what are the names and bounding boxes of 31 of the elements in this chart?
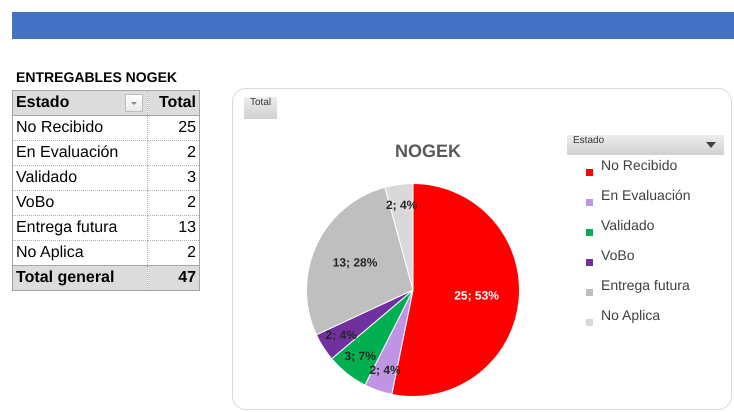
data-label: 13 (148, 216, 200, 240)
category-label: En Evaluación (12, 140, 148, 166)
legend-label: En Evaluación (601, 187, 691, 203)
dropdown-button: Estado (567, 135, 724, 155)
legend-title: Estado (573, 135, 604, 146)
data-label: 25 (148, 116, 200, 140)
data-label: 2 (148, 140, 200, 166)
data-label: 3; 7% (344, 349, 376, 364)
legend-label: VoBo (601, 247, 634, 263)
field-button: Total (244, 97, 278, 119)
data-label: 25; 53% (454, 288, 500, 303)
legend-label: Validado (601, 217, 654, 233)
text: Total (148, 90, 200, 116)
legend-label: Entrega futura (601, 277, 690, 293)
category-label: No Recibido (12, 116, 148, 140)
legend-label: No Recibido (601, 157, 678, 173)
data-label: 2 (148, 240, 200, 266)
text: 47 (148, 266, 200, 290)
category-label: Entrega futura (12, 216, 148, 240)
legend-label: No Aplica (601, 307, 660, 323)
category-label: No Aplica (12, 240, 148, 266)
data-label: 2; 4% (326, 328, 358, 342)
data-label: 3 (148, 166, 200, 190)
text: Total general (12, 266, 148, 290)
data-label: 13; 28% (332, 255, 378, 270)
data-label: 2 (148, 190, 200, 216)
text: ENTREGABLES NOGEK (15, 68, 178, 86)
category-label: Validado (12, 166, 148, 190)
category-label: VoBo (12, 190, 148, 216)
chart-title: NOGEK (394, 141, 462, 162)
text: Estado (16, 94, 70, 111)
